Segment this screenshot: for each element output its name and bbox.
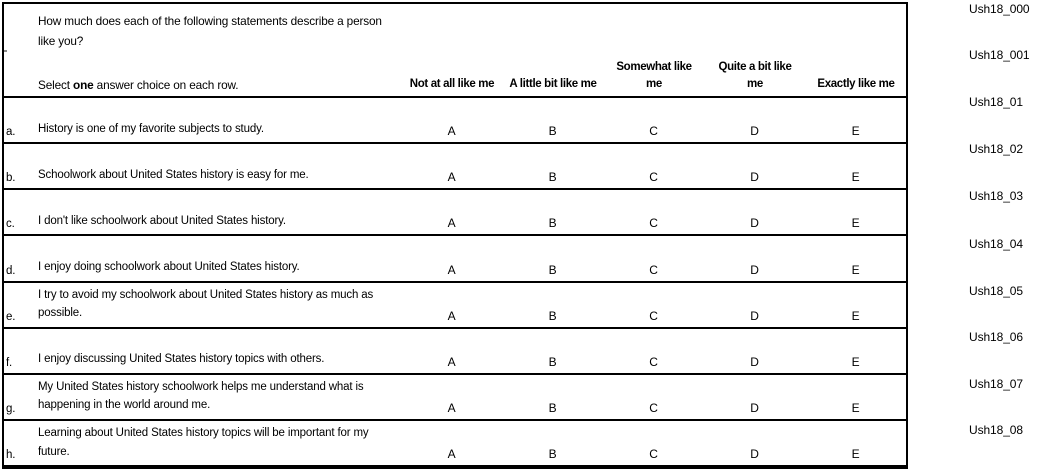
choice-a: A (447, 308, 456, 323)
choice-e: E (851, 170, 860, 185)
choice-a: A (447, 262, 456, 277)
choice-d: D (750, 124, 759, 139)
choice-d: D (750, 400, 759, 415)
variable-label: Ush18_001 (969, 48, 1030, 62)
row-letter: a. (6, 126, 16, 139)
row-statement: Schoolwork about United States history i… (38, 168, 309, 181)
choice-e: E (851, 124, 860, 139)
choice-a: A (447, 216, 456, 231)
variable-label: Ush18_05 (969, 284, 1023, 298)
choice-d: D (750, 216, 759, 231)
choice-b: B (548, 308, 557, 323)
variable-label: Ush18_04 (969, 237, 1023, 251)
choice-b: B (548, 400, 557, 415)
table-row-a: a. History is one of my favorite subject… (4, 98, 906, 145)
choice-c: C (649, 170, 658, 185)
merged-cell-divider-tick (4, 50, 7, 52)
row-letter: h. (6, 449, 16, 461)
choice-c: C (649, 124, 658, 139)
column-header-a-little-bit-like-me: A little bit like me (509, 77, 597, 90)
choice-e: E (851, 447, 860, 461)
variable-label: Ush18_08 (969, 423, 1023, 437)
survey-instruction-text: Select one answer choice on each row. (38, 78, 239, 92)
choice-b: B (548, 170, 557, 185)
choice-b: B (548, 447, 557, 461)
choice-e: E (851, 354, 860, 369)
table-row-b: b. Schoolwork about United States histor… (4, 144, 906, 191)
row-letter: d. (6, 264, 16, 277)
row-letter: f. (6, 356, 13, 369)
variable-label: Ush18_07 (969, 377, 1023, 391)
column-header-somewhat-like-me: Somewhat like me (616, 61, 692, 90)
choice-a: A (447, 400, 456, 415)
choice-b: B (548, 262, 557, 277)
table-row-c: c. I don't like schoolwork about United … (4, 190, 906, 237)
survey-question-table: How much does each of the following stat… (2, 2, 908, 469)
column-header-not-at-all-like-me: Not at all like me (409, 77, 495, 90)
variable-label: Ush18_03 (969, 189, 1023, 203)
column-header-exactly-like-me: Exactly like me (817, 77, 895, 90)
choice-e: E (851, 262, 860, 277)
choice-c: C (649, 262, 658, 277)
choice-d: D (750, 262, 759, 277)
table-row-d: d. I enjoy doing schoolwork about United… (4, 236, 906, 283)
choice-c: C (649, 400, 658, 415)
row-statement: I don't like schoolwork about United Sta… (38, 214, 286, 227)
choice-c: C (649, 447, 658, 461)
choice-d: D (750, 170, 759, 185)
choice-a: A (447, 447, 456, 461)
choice-e: E (851, 400, 860, 415)
table-header-cell: How much does each of the following stat… (4, 4, 906, 98)
row-statement: My United States history schoolwork help… (38, 380, 364, 412)
choice-c: C (649, 216, 658, 231)
choice-b: B (548, 216, 557, 231)
variable-label: Ush18_02 (969, 142, 1023, 156)
row-letter: g. (6, 402, 16, 415)
table-row-f: f. I enjoy discussing United States hist… (4, 329, 906, 375)
row-letter: e. (6, 310, 16, 323)
column-header-quite-a-bit-like-me: Quite a bit like me (718, 61, 792, 90)
instruction-prefix: Select (38, 78, 74, 92)
choice-a: A (447, 170, 456, 185)
choice-b: B (548, 124, 557, 139)
row-statement: I enjoy discussing United States history… (38, 353, 325, 366)
variable-label: Ush18_06 (969, 330, 1023, 344)
table-row-h: h. Learning about United States history … (4, 421, 906, 467)
choice-d: D (750, 354, 759, 369)
choice-c: C (649, 354, 658, 369)
choice-e: E (851, 216, 860, 231)
choice-c: C (649, 308, 658, 323)
instruction-bold-one: one (73, 78, 94, 92)
row-statement: History is one of my favorite subjects t… (38, 122, 264, 135)
survey-question-text: How much does each of the following stat… (38, 14, 382, 48)
choice-b: B (548, 354, 557, 369)
row-statement: I enjoy doing schoolwork about United St… (38, 261, 300, 273)
row-statement: I try to avoid my schoolwork about Unite… (38, 288, 374, 320)
variable-label: Ush18_01 (969, 95, 1023, 109)
table-row-e: e. I try to avoid my schoolwork about Un… (4, 283, 906, 329)
choice-a: A (447, 124, 456, 139)
table-row-g: g. My United States history schoolwork h… (4, 375, 906, 421)
choice-d: D (750, 447, 759, 461)
row-letter: c. (6, 218, 15, 231)
row-statement: Learning about United States history top… (38, 427, 369, 458)
variable-label: Ush18_000 (969, 2, 1030, 16)
instruction-suffix: answer choice on each row. (93, 78, 239, 92)
choice-a: A (447, 354, 456, 369)
choice-d: D (750, 308, 759, 323)
choice-e: E (851, 308, 860, 323)
row-letter: b. (6, 172, 16, 185)
